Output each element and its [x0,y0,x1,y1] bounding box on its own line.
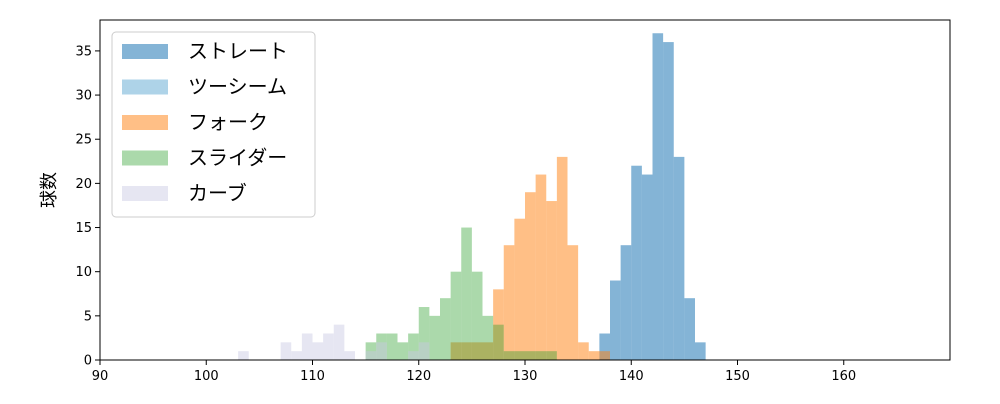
histogram-bar [365,342,377,360]
legend-label: フォーク [188,110,268,134]
histogram-bar [429,315,440,360]
histogram-bar [482,315,494,360]
histogram-bar [514,218,525,360]
histogram-bar [578,342,589,360]
histogram-bar [397,342,409,360]
histogram-bar [503,245,515,360]
histogram-bar [556,156,568,360]
x-tick-label: 130 [513,369,538,384]
axes-layer: 90 100 110 120 130 140 150 160 0 5 10 15 20 25 30 35 [75,44,856,384]
y-tick-label: 30 [75,89,92,104]
histogram-bar [588,351,600,360]
histogram-bar [376,342,387,360]
histogram-bar [641,174,653,360]
legend-box [111,31,316,218]
x-tick-label: 120 [406,369,431,384]
histogram-bar [461,227,472,360]
histogram-bar [493,324,504,360]
y-tick-label: 5 [84,309,92,324]
histogram-bar [567,245,579,360]
bars-layer [238,33,706,361]
x-tick-label: 150 [725,369,750,384]
histogram-bar [471,271,483,360]
histogram-bar [461,342,472,360]
legend-swatch [122,44,168,59]
x-tick-label: 160 [831,369,856,384]
x-tick-label: 90 [92,369,109,384]
histogram-bar [620,245,632,360]
y-tick-label: 25 [75,133,92,148]
histogram-bar [695,342,706,360]
histogram-bar [408,333,419,360]
histogram-bar [440,298,451,360]
histogram-bar [471,342,483,360]
histogram-bar [376,333,387,360]
histogram-bar [312,342,324,360]
x-tick-label: 110 [300,369,325,384]
histogram-bar [344,351,355,360]
legend-label: カーブ [188,181,247,205]
legend-label: ストレート [188,39,288,63]
y-axis-label: 球数 [39,172,60,208]
histogram-bar [280,342,292,360]
histogram-bar [525,351,536,360]
histogram-bar [652,33,664,360]
series-3 [450,156,610,360]
histogram-bar [535,351,547,360]
histogram-bar [238,351,249,360]
histogram-bar [291,351,302,360]
histogram-bar [684,298,695,360]
histogram-bar [418,307,430,360]
legend-label: スライダー [188,146,287,170]
histogram-bar [514,351,525,360]
histogram-bar [610,280,621,360]
histogram-bar [673,156,685,360]
y-tick-label: 10 [75,265,92,280]
histogram-bar [333,324,345,360]
histogram-bar [418,342,430,360]
y-tick-label: 35 [75,44,92,59]
histogram-bar [546,201,557,360]
histogram-bar [450,342,462,360]
y-tick-label: 0 [84,354,92,369]
y-tick-label: 15 [75,221,92,236]
histogram-bar [663,42,674,361]
histogram-bar [631,165,642,360]
legend-swatch [122,79,168,95]
histogram-bar [546,351,557,360]
histogram-bar [525,192,536,360]
histogram-bar [450,271,462,360]
x-tick-label: 100 [194,369,219,384]
legend-label: ツーシーム [188,75,287,99]
histogram-bar [599,351,610,360]
series-4 [365,227,557,360]
legend-swatch [122,186,168,201]
histogram-bar [301,333,313,360]
series-5 [238,324,430,360]
legend-swatch [122,150,168,166]
histogram-bar [599,333,610,360]
histogram-bar [493,289,504,360]
histogram-bar [323,333,334,360]
legend-swatch [122,115,168,130]
histogram-bar [535,174,547,360]
histogram-bar [386,333,398,360]
histogram-bar [482,342,494,360]
histogram-bar [365,351,377,360]
series-1 [599,33,706,361]
y-tick-label: 20 [75,177,92,192]
histogram-bar [408,351,419,360]
x-tick-label: 140 [619,369,644,384]
histogram-bar [503,351,515,360]
